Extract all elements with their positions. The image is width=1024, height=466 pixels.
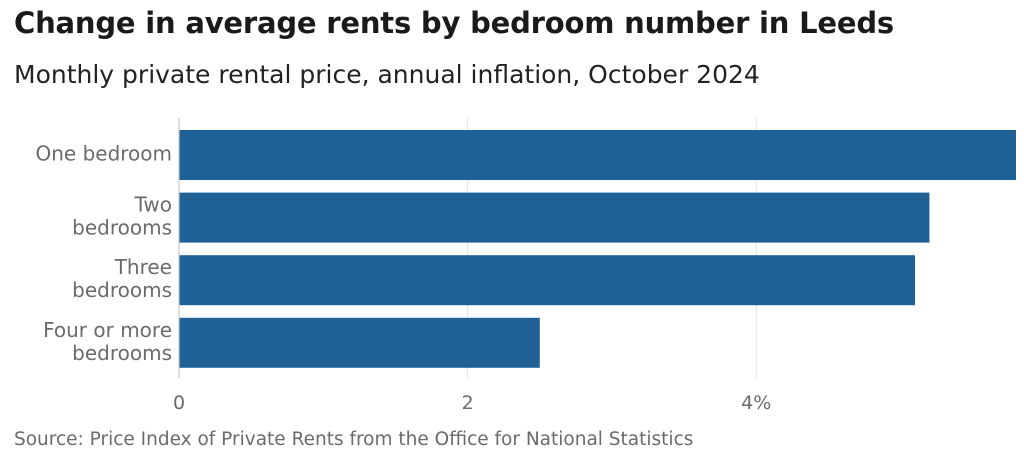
category-label: One bedroom bbox=[35, 142, 172, 166]
tick-labels: 0 2 4% bbox=[173, 392, 771, 414]
category-label: Four or more bbox=[43, 318, 172, 342]
x-tick-label: 0 bbox=[173, 392, 185, 414]
bar bbox=[179, 255, 915, 306]
category-label: bedrooms bbox=[72, 216, 172, 240]
bars bbox=[179, 130, 1016, 368]
category-label: Three bbox=[114, 255, 172, 279]
x-tick-label: 4% bbox=[741, 392, 771, 414]
source-note: Source: Price Index of Private Rents fro… bbox=[14, 429, 694, 450]
category-label: bedrooms bbox=[72, 278, 172, 302]
category-label: Two bbox=[134, 193, 173, 217]
bar bbox=[179, 317, 540, 368]
bar bbox=[179, 130, 1016, 180]
category-label: bedrooms bbox=[72, 341, 172, 365]
category-labels: One bedroomTwobedroomsThreebedroomsFour … bbox=[35, 142, 172, 365]
chart-subtitle: Monthly private rental price, annual inf… bbox=[14, 60, 760, 89]
bar bbox=[179, 192, 930, 243]
chart-title: Change in average rents by bedroom numbe… bbox=[14, 6, 894, 40]
x-tick-label: 2 bbox=[462, 392, 474, 414]
